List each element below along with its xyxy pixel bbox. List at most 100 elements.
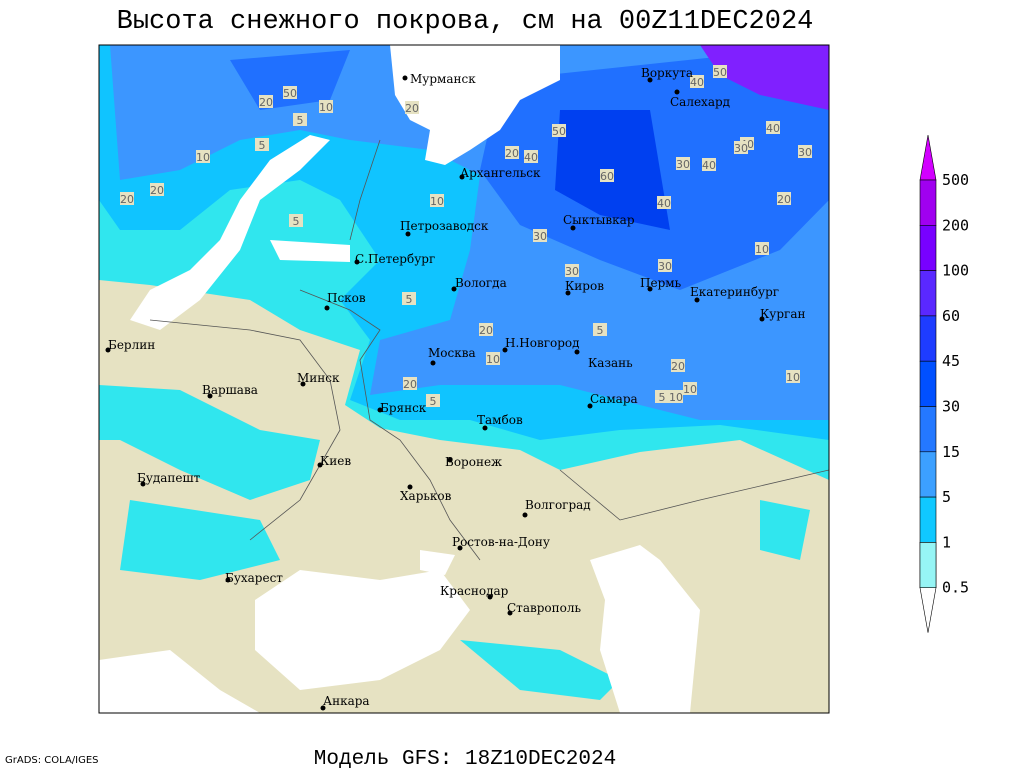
contour-label: 10 (486, 353, 500, 366)
contour-label-box (426, 394, 440, 407)
colorbar-label: 0.5 (942, 579, 969, 597)
model: Модель GFS: 18Z10DEC2024 (314, 748, 616, 768)
city-dot (225, 577, 231, 583)
contour-label-box (259, 95, 273, 108)
city-label: Краснодар (440, 584, 509, 598)
contour-label: 40 (524, 151, 538, 164)
city-dot (487, 594, 493, 600)
city-dot (407, 484, 413, 490)
contour-label-box (289, 214, 303, 227)
city-label: Москва (428, 346, 476, 360)
colorbar-box (919, 406, 937, 453)
contour-label-box (798, 145, 812, 158)
contour-label: 10 (669, 391, 683, 404)
colorbar-box (919, 225, 937, 271)
city-dot (377, 407, 383, 413)
contour-label: 5 (597, 324, 604, 337)
colorbar-label: 60 (942, 307, 960, 325)
city-dot (354, 259, 360, 265)
contour-label-box (565, 264, 579, 277)
contour-label-box (683, 382, 697, 395)
contour-label-box (524, 150, 538, 163)
colorbar-box (919, 270, 937, 317)
contour-label-box (150, 183, 164, 196)
contour-label-box (505, 146, 519, 159)
colorbar-box (919, 315, 937, 362)
sea (99, 45, 700, 713)
contour-label-box (293, 113, 307, 126)
city-dot (447, 457, 453, 463)
colorbar-box (919, 360, 937, 407)
city-dot (574, 349, 580, 355)
city-label: С.Петербург (355, 252, 435, 266)
contour-label-box (777, 192, 791, 205)
city-label: Петрозаводск (400, 219, 489, 233)
city-label: Минск (297, 371, 340, 385)
contour-label: 60 (600, 170, 614, 183)
city-label: Анкара (323, 694, 370, 708)
contour-label: 20 (405, 102, 419, 115)
city-dot (570, 225, 576, 231)
contour-label-box (786, 370, 800, 383)
contour-label-box (196, 150, 210, 163)
contour-label-box (479, 323, 493, 336)
contour-label-box (766, 121, 780, 134)
colorbar-box (919, 542, 937, 589)
city-dot (647, 286, 653, 292)
contour-label-box (755, 242, 769, 255)
contour-label: 30 (798, 146, 812, 159)
city-dot (300, 381, 306, 387)
city-dot (140, 481, 146, 487)
contour-label-box (702, 158, 716, 171)
city-label: Варшава (202, 383, 258, 397)
contour-label: 5 (297, 114, 304, 127)
city-dot (457, 545, 463, 551)
colorbar-label: 100 (942, 262, 969, 280)
city-label: Воронеж (445, 455, 502, 469)
city-label: Киев (320, 454, 351, 468)
city-dot (451, 286, 457, 292)
contour-label-box (486, 352, 500, 365)
contour-label: 20 (403, 378, 417, 391)
city-dot (459, 174, 465, 180)
contour-label-box (430, 194, 444, 207)
city-label: Бухарест (225, 571, 283, 585)
city-dot (317, 462, 323, 468)
contour-label: 30 (565, 265, 579, 278)
city-label: Волгоград (525, 498, 591, 512)
city-label: Воркута (641, 66, 693, 80)
city-dot (430, 360, 436, 366)
city-label: Киров (565, 279, 604, 293)
colorbar-box (919, 451, 937, 498)
contour-label: 50 (713, 66, 727, 79)
borders (149, 139, 829, 561)
contour-label: 10 (683, 383, 697, 396)
colorbar-bottom (919, 587, 937, 633)
contour-label: 40 (766, 122, 780, 135)
contour-label: 10 (196, 151, 210, 164)
colorbar-label: 200 (942, 216, 969, 234)
contour-label: 20 (671, 360, 685, 373)
city-label: Архангельск (460, 166, 541, 180)
contour-label: 50 (552, 125, 566, 138)
contour-label: 5 (293, 215, 300, 228)
city-label: Н.Новгород (505, 336, 580, 350)
colorbar-box (919, 179, 937, 226)
contour-label: 5 (259, 139, 266, 152)
contour-label: 20 (120, 193, 134, 206)
city-dot (105, 347, 111, 353)
city-label: Вологда (455, 276, 507, 290)
contour-label-box (671, 359, 685, 372)
contour-label-box (690, 75, 704, 88)
city-dot (507, 610, 513, 616)
city-label: Тамбов (477, 413, 523, 427)
colorbar-label: 5 (942, 488, 951, 506)
city-dot (759, 316, 765, 322)
contour-label: 50 (283, 87, 297, 100)
contour-label: 5 (659, 391, 666, 404)
contour-label: 5 (430, 395, 437, 408)
contour-label: 30 (734, 142, 748, 155)
contour-label-box (255, 138, 269, 151)
credit: GrADS: COLA/IGES (5, 755, 99, 766)
contour-label-box (658, 259, 672, 272)
